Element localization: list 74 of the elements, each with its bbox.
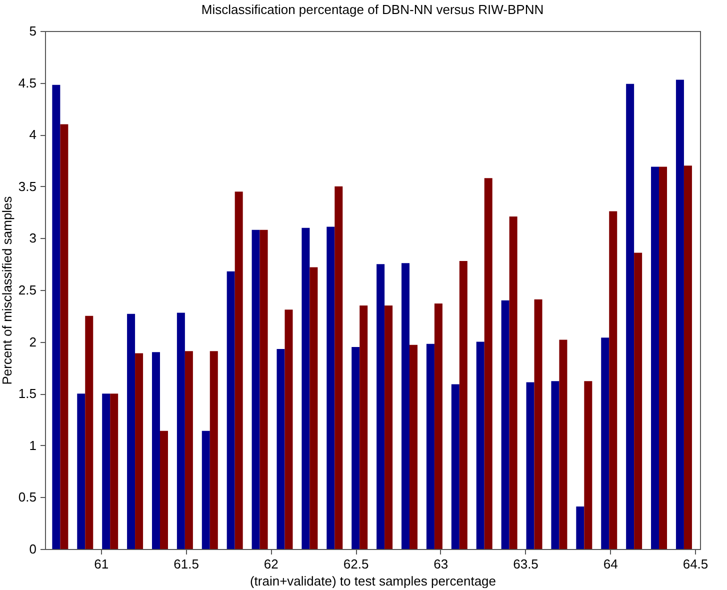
bar bbox=[634, 252, 642, 549]
x-tick-label: 61 bbox=[94, 556, 109, 572]
y-tick-label: 4.5 bbox=[18, 75, 36, 90]
bar bbox=[176, 312, 185, 549]
bar bbox=[184, 351, 193, 549]
y-axis-title: Percent of misclassified samples bbox=[0, 196, 14, 385]
y-tick-label: 0 bbox=[29, 542, 36, 556]
bar bbox=[202, 430, 210, 549]
bar bbox=[384, 306, 393, 549]
bar bbox=[509, 216, 518, 549]
bar bbox=[410, 344, 418, 549]
bar bbox=[676, 80, 684, 549]
bar bbox=[276, 349, 285, 549]
bar bbox=[501, 300, 510, 549]
bar bbox=[226, 271, 235, 549]
bar bbox=[609, 211, 618, 549]
bar bbox=[135, 353, 144, 549]
bar bbox=[526, 382, 534, 549]
bar bbox=[302, 228, 310, 549]
bar bbox=[402, 263, 410, 549]
bar bbox=[352, 346, 360, 549]
x-tick-label: 64 bbox=[603, 556, 618, 572]
bar bbox=[85, 316, 94, 549]
y-tick-label: 2.5 bbox=[18, 282, 36, 298]
bar bbox=[234, 192, 243, 549]
bar bbox=[659, 166, 668, 549]
bar bbox=[476, 342, 484, 549]
bar bbox=[559, 340, 568, 549]
bar bbox=[551, 381, 560, 549]
bar bbox=[110, 394, 118, 549]
bar bbox=[310, 267, 318, 549]
bar bbox=[626, 84, 634, 549]
x-tick-label: 62 bbox=[264, 556, 278, 572]
bar bbox=[576, 506, 584, 549]
y-tick-label: 0.5 bbox=[18, 490, 36, 505]
bar bbox=[160, 430, 168, 549]
x-tick-label: 64.5 bbox=[682, 556, 708, 572]
chart-title: Misclassification percentage of DBN-NN versus RIW-BPNN bbox=[201, 2, 544, 17]
bar bbox=[426, 344, 434, 549]
bar bbox=[60, 124, 68, 549]
bar bbox=[152, 352, 160, 549]
x-axis-title: (train+validate) to test samples percentage bbox=[250, 574, 496, 588]
bar bbox=[77, 394, 86, 549]
bar bbox=[360, 306, 368, 549]
y-tick-label: 3 bbox=[29, 230, 36, 246]
bar bbox=[260, 230, 268, 549]
y-tick-label: 1 bbox=[29, 438, 36, 453]
bar bbox=[376, 264, 385, 549]
bar bbox=[210, 351, 218, 549]
bar bbox=[684, 166, 692, 549]
y-tick-label: 3.5 bbox=[18, 178, 36, 194]
bar bbox=[601, 338, 610, 549]
x-tick-label: 61.5 bbox=[174, 556, 199, 572]
bar bbox=[434, 303, 442, 549]
y-tick-label: 4 bbox=[29, 127, 36, 142]
bar bbox=[52, 84, 60, 549]
bar bbox=[334, 186, 343, 549]
x-tick-label: 62.5 bbox=[343, 556, 369, 572]
bar bbox=[584, 381, 592, 549]
x-tick-label: 63 bbox=[434, 556, 448, 572]
x-tick-label: 63.5 bbox=[513, 556, 538, 572]
bar bbox=[252, 230, 260, 549]
bar bbox=[127, 314, 136, 549]
bar bbox=[651, 166, 660, 549]
y-tick-label: 2 bbox=[29, 334, 36, 350]
bar bbox=[459, 260, 468, 549]
bar bbox=[102, 394, 110, 549]
bar bbox=[326, 226, 335, 549]
bar bbox=[534, 299, 542, 549]
bar bbox=[284, 310, 293, 549]
y-tick-label: 5 bbox=[29, 24, 36, 38]
bar bbox=[484, 178, 492, 549]
bar bbox=[451, 384, 460, 549]
y-tick-label: 1.5 bbox=[18, 386, 36, 402]
